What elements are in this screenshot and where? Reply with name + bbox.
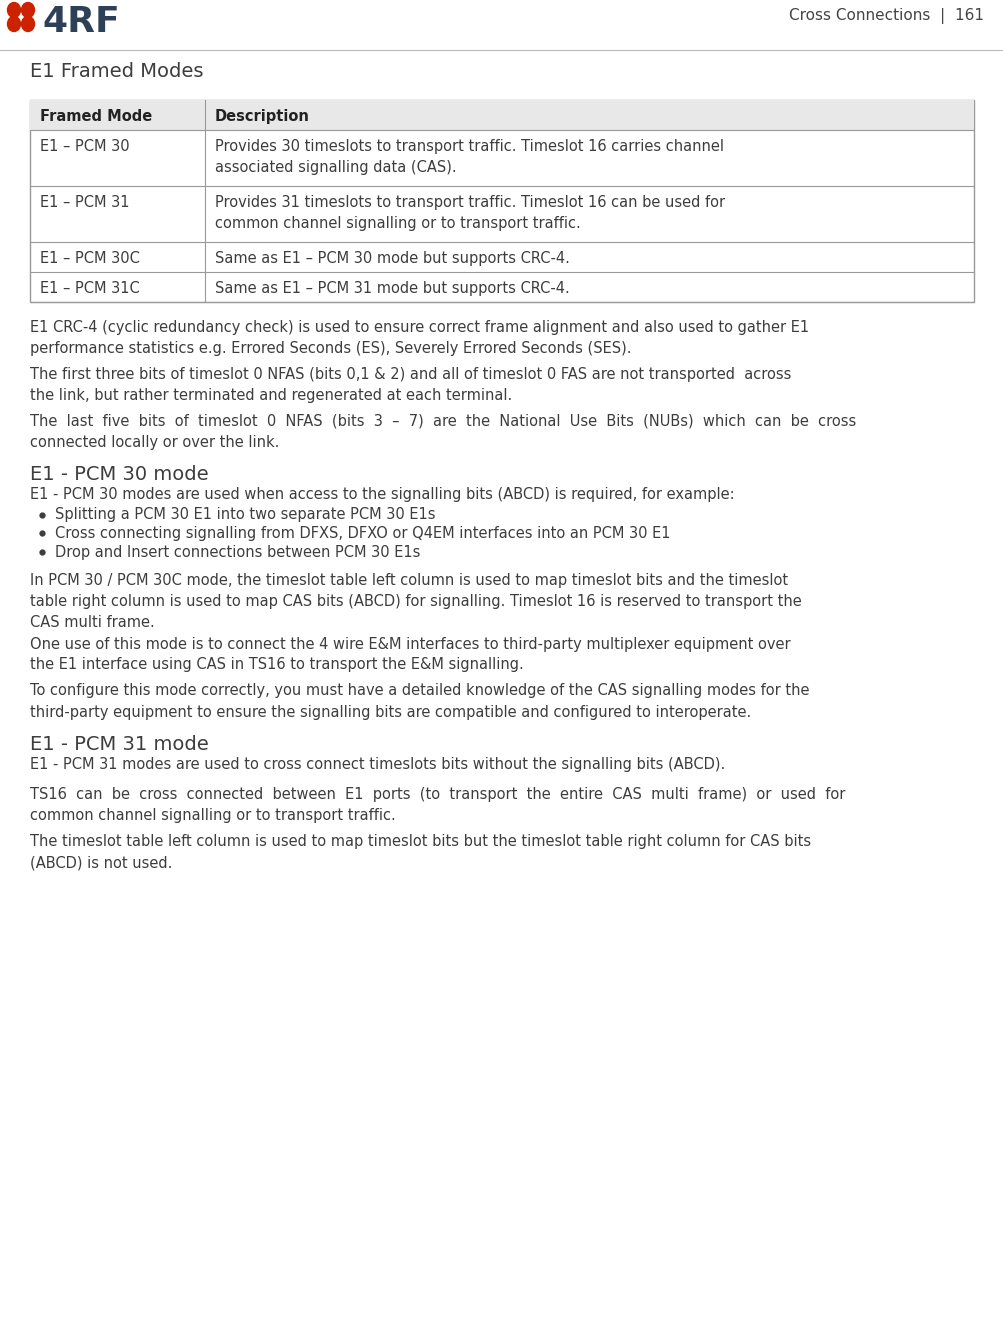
Bar bbox=[30, 100, 973, 302]
Ellipse shape bbox=[21, 16, 34, 32]
Text: Splitting a PCM 30 E1 into two separate PCM 30 E1s: Splitting a PCM 30 E1 into two separate … bbox=[55, 508, 435, 523]
Text: E1 CRC-4 (cyclic redundancy check) is used to ensure correct frame alignment and: E1 CRC-4 (cyclic redundancy check) is us… bbox=[30, 321, 808, 356]
Text: 4RF: 4RF bbox=[42, 5, 119, 39]
Text: Same as E1 – PCM 31 mode but supports CRC-4.: Same as E1 – PCM 31 mode but supports CR… bbox=[215, 281, 569, 297]
Text: The  last  five  bits  of  timeslot  0  NFAS  (bits  3  –  7)  are  the  Nationa: The last five bits of timeslot 0 NFAS (b… bbox=[30, 414, 856, 450]
Text: The first three bits of timeslot 0 NFAS (bits 0,1 & 2) and all of timeslot 0 FAS: The first three bits of timeslot 0 NFAS … bbox=[30, 367, 790, 403]
Bar bbox=[30, 100, 973, 130]
Text: Same as E1 – PCM 30 mode but supports CRC-4.: Same as E1 – PCM 30 mode but supports CR… bbox=[215, 251, 570, 266]
Text: Framed Mode: Framed Mode bbox=[40, 109, 152, 124]
Text: E1 - PCM 30 mode: E1 - PCM 30 mode bbox=[30, 465, 209, 484]
Text: One use of this mode is to connect the 4 wire E&M interfaces to third-party mult: One use of this mode is to connect the 4… bbox=[30, 637, 789, 673]
Ellipse shape bbox=[21, 3, 34, 17]
Text: TS16  can  be  cross  connected  between  E1  ports  (to  transport  the  entire: TS16 can be cross connected between E1 p… bbox=[30, 787, 845, 823]
Text: To configure this mode correctly, you must have a detailed knowledge of the CAS : To configure this mode correctly, you mu… bbox=[30, 684, 808, 720]
Text: The timeslot table left column is used to map timeslot bits but the timeslot tab: The timeslot table left column is used t… bbox=[30, 834, 810, 870]
Text: E1 - PCM 31 modes are used to cross connect timeslots bits without the signallin: E1 - PCM 31 modes are used to cross conn… bbox=[30, 757, 724, 771]
Text: Drop and Insert connections between PCM 30 E1s: Drop and Insert connections between PCM … bbox=[55, 544, 420, 560]
Text: In PCM 30 / PCM 30C mode, the timeslot table left column is used to map timeslot: In PCM 30 / PCM 30C mode, the timeslot t… bbox=[30, 573, 801, 630]
Text: Description: Description bbox=[215, 109, 310, 124]
Ellipse shape bbox=[7, 16, 20, 32]
Text: Provides 31 timeslots to transport traffic. Timeslot 16 can be used for
common c: Provides 31 timeslots to transport traff… bbox=[215, 196, 724, 231]
Text: E1 – PCM 31: E1 – PCM 31 bbox=[40, 196, 129, 210]
Text: E1 – PCM 31C: E1 – PCM 31C bbox=[40, 281, 139, 297]
Ellipse shape bbox=[7, 3, 20, 17]
Text: E1 - PCM 30 modes are used when access to the signalling bits (ABCD) is required: E1 - PCM 30 modes are used when access t… bbox=[30, 487, 734, 501]
Text: Provides 30 timeslots to transport traffic. Timeslot 16 carries channel
associat: Provides 30 timeslots to transport traff… bbox=[215, 140, 723, 176]
Text: E1 - PCM 31 mode: E1 - PCM 31 mode bbox=[30, 734, 209, 754]
Text: E1 Framed Modes: E1 Framed Modes bbox=[30, 63, 204, 81]
Text: Cross connecting signalling from DFXS, DFXO or Q4EM interfaces into an PCM 30 E1: Cross connecting signalling from DFXS, D… bbox=[55, 525, 670, 541]
Text: E1 – PCM 30: E1 – PCM 30 bbox=[40, 140, 129, 154]
Text: Cross Connections  |  161: Cross Connections | 161 bbox=[788, 8, 983, 24]
Text: E1 – PCM 30C: E1 – PCM 30C bbox=[40, 251, 139, 266]
